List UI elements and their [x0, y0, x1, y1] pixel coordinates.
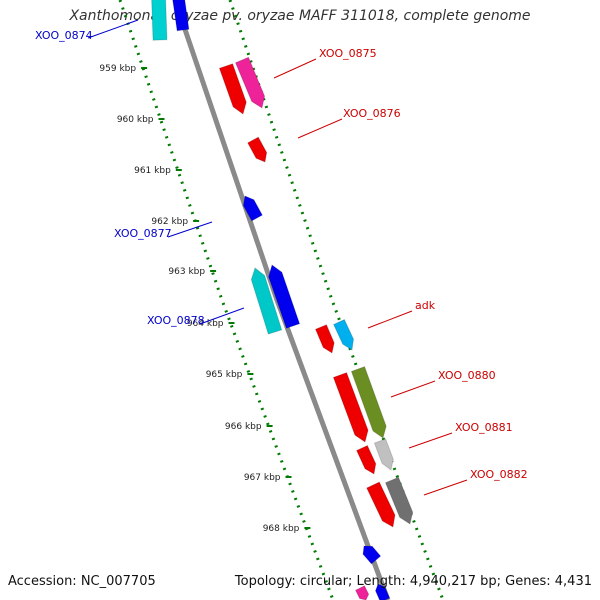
gene-label: XOO_0882 — [470, 468, 528, 481]
gene-label: adk — [415, 299, 436, 312]
gene-feature — [242, 195, 263, 222]
gene-label: XOO_0881 — [455, 421, 513, 434]
gene-feature — [350, 365, 387, 439]
kbp-tick-label: 963 kbp — [168, 267, 205, 277]
accession-text: Accession: NC_007705 — [8, 574, 156, 589]
kbp-tick-label: 966 kbp — [225, 422, 262, 432]
gene-feature — [218, 63, 247, 115]
kbp-tick-label: 960 kbp — [117, 115, 154, 125]
gene-leader-line — [390, 380, 436, 398]
gene-feature — [355, 444, 377, 475]
gene-label: XOO_0876 — [343, 107, 401, 120]
kbp-tick-label: 967 kbp — [244, 473, 281, 483]
gene-leader-line — [273, 58, 317, 79]
gene-feature — [332, 318, 355, 351]
gene-label: XOO_0877 — [114, 227, 172, 240]
gene-feature — [362, 545, 382, 565]
gene-feature — [384, 476, 414, 525]
gene-feature — [250, 267, 283, 335]
gene-label: XOO_0874 — [35, 29, 93, 42]
genome-stats-text: Topology: circular; Length: 4,940,217 bp… — [234, 574, 592, 589]
gene-label: XOO_0878 — [147, 314, 205, 327]
kbp-tick-label: 959 kbp — [99, 64, 136, 74]
kbp-tick-label: 965 kbp — [206, 370, 243, 380]
gene-feature — [332, 371, 369, 443]
gene-leader-line — [199, 307, 245, 325]
kbp-tick-label: 968 kbp — [263, 524, 300, 534]
gene-feature — [314, 324, 335, 354]
gene-feature — [354, 585, 370, 600]
kbp-tick-label: 961 kbp — [134, 166, 171, 176]
gene-feature — [172, 0, 190, 32]
outer-tick-track — [228, 0, 445, 600]
inner-tick-track — [118, 0, 335, 600]
gene-feature — [234, 56, 266, 109]
kbp-tick-label: 964 kbp — [187, 319, 224, 329]
gene-leader-line — [423, 479, 468, 496]
kbp-tick-label: 962 kbp — [151, 217, 188, 227]
gene-leader-line — [297, 118, 343, 139]
gene-feature — [373, 438, 394, 471]
gene-feature — [268, 264, 301, 329]
gene-leader-line — [87, 19, 139, 39]
gene-feature — [151, 0, 168, 41]
gene-feature — [374, 583, 391, 600]
gene-feature — [366, 481, 396, 528]
gene-leader-line — [367, 310, 413, 329]
gene-leader-line — [408, 432, 453, 449]
gene-feature — [247, 136, 268, 163]
gene-label: XOO_0875 — [319, 47, 377, 60]
gene-label: XOO_0880 — [438, 369, 496, 382]
gene-leader-line — [167, 221, 213, 238]
